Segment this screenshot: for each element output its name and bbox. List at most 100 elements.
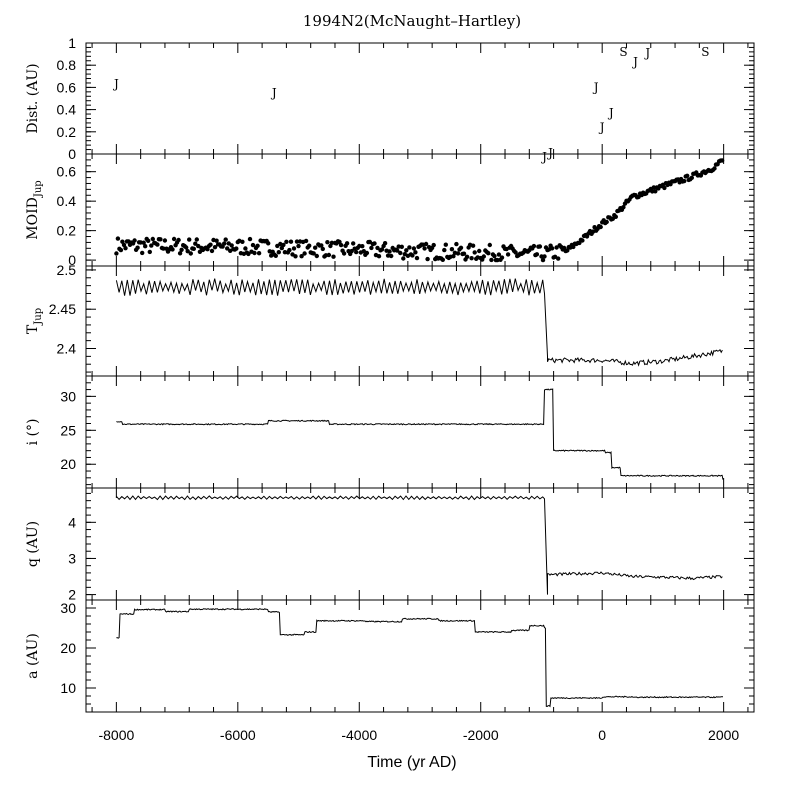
- moid-point: [351, 241, 356, 246]
- moid-point: [150, 236, 155, 242]
- moid-point: [411, 246, 417, 251]
- moid-point: [364, 250, 370, 256]
- moid-point: [389, 253, 394, 259]
- moid-point: [132, 238, 137, 243]
- moid-point: [176, 237, 181, 243]
- moid-point: [360, 244, 365, 249]
- moid-point: [326, 252, 332, 258]
- encounter-marker-saturn: S: [701, 45, 709, 59]
- moid-point: [344, 241, 350, 246]
- series-line-tjup: [115, 278, 723, 367]
- x-tick-label: -4000: [341, 727, 377, 743]
- moid-point: [379, 247, 385, 252]
- y-tick-label: 0.4: [57, 102, 77, 118]
- moid-point: [171, 236, 177, 242]
- moid-point: [449, 247, 455, 252]
- moid-point: [284, 239, 289, 244]
- moid-point: [273, 253, 278, 258]
- encounter-marker-jupiter: J: [592, 80, 599, 94]
- moid-point: [422, 246, 427, 251]
- moid-point: [461, 251, 467, 256]
- moid-point: [423, 241, 429, 247]
- moid-point: [621, 205, 626, 210]
- moid-point: [404, 248, 409, 253]
- moid-point: [398, 250, 403, 256]
- panel-frame: [85, 599, 755, 713]
- panel-frame: [85, 487, 755, 601]
- encounter-marker-jupiter: J: [546, 146, 553, 160]
- moid-point: [187, 237, 192, 242]
- moid-point: [580, 238, 585, 243]
- y-tick-label: 20: [60, 640, 76, 656]
- moid-point: [431, 242, 436, 248]
- moid-point: [496, 252, 502, 257]
- moid-point: [307, 243, 312, 248]
- moid-point: [464, 254, 470, 259]
- moid-point: [341, 251, 347, 256]
- moid-point: [256, 251, 262, 256]
- x-tick-label: -6000: [220, 727, 256, 743]
- moid-point: [281, 242, 286, 248]
- moid-point: [319, 243, 324, 248]
- moid-point: [369, 245, 374, 251]
- y-axis-label-a: a (AU): [25, 633, 41, 679]
- x-tick-labels: -8000 -6000 -4000 -2000 0 2000: [98, 727, 739, 743]
- moid-point: [499, 255, 505, 260]
- moid-point: [413, 250, 418, 255]
- y-tick-label: 0.6: [57, 79, 77, 95]
- moid-point: [161, 246, 166, 251]
- moid-point: [442, 247, 447, 253]
- y-tick-label: 4: [68, 514, 76, 530]
- moid-point: [311, 251, 316, 256]
- series-line-a: [116, 608, 723, 708]
- moid-point: [121, 242, 127, 248]
- panel-frame: [85, 42, 755, 155]
- moid-point: [489, 257, 494, 263]
- moid-point: [354, 249, 359, 255]
- moid-point: [243, 246, 248, 251]
- panel-tjup: 2.4 2.45 2.5 TJup: [25, 262, 755, 377]
- moid-point: [376, 254, 382, 259]
- y-tick-label: 25: [60, 422, 76, 438]
- y-axis-label-subscript: Jup: [33, 180, 44, 198]
- moid-point: [293, 254, 298, 259]
- moid-point: [689, 175, 694, 180]
- moid-point: [147, 249, 152, 255]
- y-axis-label-moid: MOIDJup: [25, 180, 44, 239]
- moid-point: [223, 237, 228, 242]
- moid-point: [185, 249, 190, 254]
- y-axis-label-dist: Dist. (AU): [25, 63, 41, 133]
- moid-point: [140, 250, 145, 256]
- moid-point: [349, 248, 354, 254]
- moid-point: [414, 255, 420, 261]
- moid-point: [395, 248, 400, 253]
- moid-point: [208, 242, 213, 247]
- moid-point: [565, 248, 570, 253]
- moid-point: [486, 251, 491, 256]
- moid-point: [477, 248, 482, 254]
- y-axis-label-tjup: TJup: [25, 308, 44, 334]
- moid-point: [313, 245, 318, 250]
- y-tick-label: 1: [68, 35, 76, 51]
- series-line-q: [116, 495, 723, 595]
- y-axis-label-incl: i (°): [25, 419, 41, 446]
- panel-a: 10 20 30 a (AU): [25, 599, 755, 713]
- y-tick-label: 2.5: [57, 262, 77, 278]
- moid-point: [531, 243, 537, 249]
- x-tick-label: 2000: [708, 727, 739, 743]
- moid-point: [399, 244, 404, 249]
- moid-point: [302, 251, 307, 256]
- moid-point: [604, 219, 609, 225]
- moid-point: [149, 243, 154, 248]
- moid-point: [540, 257, 546, 263]
- moid-point: [325, 240, 330, 245]
- moid-point: [252, 250, 257, 256]
- moid-point: [556, 256, 561, 261]
- y-tick-label: 0.8: [57, 57, 77, 73]
- moid-point: [118, 247, 124, 253]
- moid-point: [299, 254, 304, 259]
- moid-point: [158, 237, 163, 242]
- moid-point: [179, 247, 184, 252]
